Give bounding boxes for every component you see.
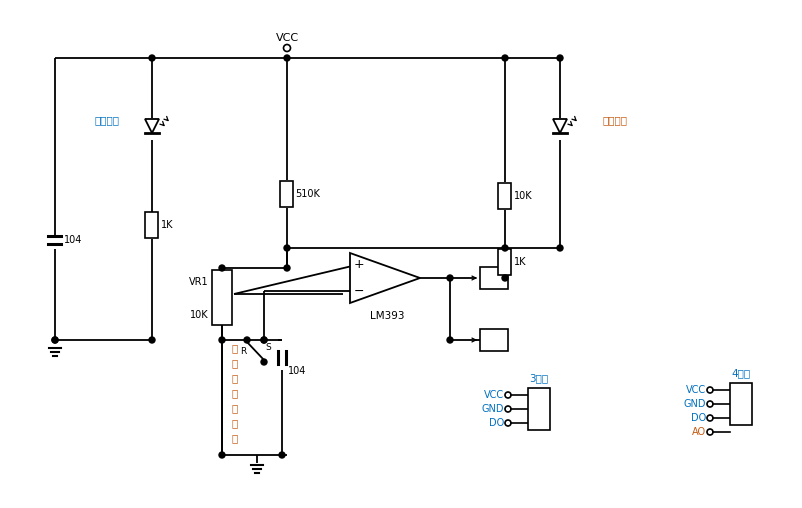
Text: VR1: VR1 [189,277,209,287]
Circle shape [501,55,508,61]
Bar [498,249,511,275]
Text: AO: AO [486,335,500,345]
Circle shape [557,55,562,61]
Text: 104: 104 [288,365,306,375]
Bar [528,388,549,430]
Circle shape [501,275,508,281]
Circle shape [244,337,249,343]
Circle shape [219,337,225,343]
Text: 1K: 1K [160,220,172,230]
Text: R: R [240,347,246,357]
Text: 感: 感 [232,418,238,428]
Polygon shape [145,119,159,133]
Circle shape [284,245,290,251]
Circle shape [52,337,58,343]
Bar [280,181,294,207]
Bar [212,270,232,325]
Bar [480,267,508,289]
Text: 510K: 510K [295,189,320,199]
Circle shape [447,337,452,343]
Circle shape [278,452,285,458]
Circle shape [261,337,267,343]
Text: 1: 1 [536,391,541,399]
Bar [480,329,508,351]
Circle shape [284,265,290,271]
Circle shape [447,275,452,281]
Text: 1: 1 [737,386,743,395]
Text: VCC: VCC [484,390,504,400]
Text: 3: 3 [536,419,541,428]
Text: S: S [265,343,270,353]
Text: 10K: 10K [512,191,532,201]
Text: VCC: VCC [275,33,298,43]
Circle shape [149,55,155,61]
Polygon shape [350,253,419,303]
Text: DO: DO [690,413,705,423]
Text: 2: 2 [737,399,743,408]
Text: 1K: 1K [512,257,525,267]
Circle shape [219,265,225,271]
Text: 湿: 湿 [232,373,238,383]
Text: 3线制: 3线制 [529,373,548,383]
Circle shape [149,337,155,343]
Text: +: + [353,258,364,271]
Circle shape [261,337,267,343]
Text: 度: 度 [232,388,238,398]
Text: AO: AO [691,427,705,437]
Bar [498,183,511,209]
Circle shape [219,452,225,458]
Text: VCC: VCC [685,385,705,395]
Bar [145,212,158,238]
Text: DO: DO [488,418,504,428]
Text: 土: 土 [232,343,238,353]
Text: 壤: 壤 [232,358,238,368]
Text: 104: 104 [63,235,82,245]
Circle shape [284,55,290,61]
Text: 3: 3 [737,414,743,423]
Text: 传: 传 [232,403,238,413]
Text: 电源指示: 电源指示 [95,115,119,125]
Polygon shape [553,119,566,133]
Circle shape [261,359,267,365]
Text: 2: 2 [536,404,541,414]
Text: 器: 器 [232,433,238,443]
Text: 4线制: 4线制 [731,368,750,378]
Circle shape [501,245,508,251]
Circle shape [557,245,562,251]
Bar [729,383,751,425]
Text: DO: DO [486,273,501,283]
Text: GND: GND [683,399,705,409]
Text: −: − [354,285,364,298]
Text: 开关指示: 开关指示 [602,115,626,125]
Circle shape [52,337,58,343]
Text: LM393: LM393 [369,311,403,321]
Text: GND: GND [481,404,504,414]
Text: 10K: 10K [190,310,209,320]
